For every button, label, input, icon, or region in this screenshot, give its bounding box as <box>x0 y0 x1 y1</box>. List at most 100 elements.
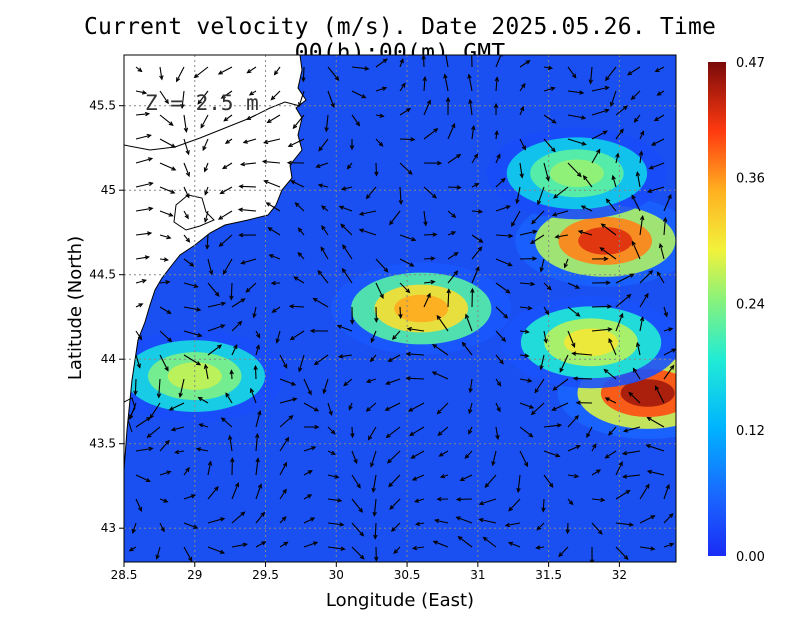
velocity-arrow <box>578 230 593 236</box>
velocity-arrow-head <box>464 454 470 460</box>
velocity-arrow-head <box>527 378 533 383</box>
velocity-arrow <box>264 180 281 188</box>
velocity-arrow-head <box>176 77 181 83</box>
velocity-arrow <box>615 522 633 526</box>
velocity-arrow <box>351 426 354 438</box>
velocity-arrow <box>423 100 431 116</box>
velocity-arrow-head <box>336 324 342 329</box>
velocity-arrow <box>239 185 257 188</box>
velocity-arrow <box>435 519 449 524</box>
velocity-arrow-head <box>437 160 443 166</box>
velocity-arrow-head <box>411 237 417 242</box>
velocity-arrow <box>615 129 624 140</box>
velocity-arrow <box>375 282 384 299</box>
velocity-arrow-head <box>338 205 344 210</box>
velocity-arrow <box>327 90 335 108</box>
velocity-arrow <box>471 154 478 164</box>
velocity-arrow <box>413 546 425 550</box>
velocity-arrow <box>159 162 176 171</box>
velocity-arrow <box>531 402 545 415</box>
velocity-arrow <box>534 378 545 393</box>
velocity-arrow-head <box>384 406 390 411</box>
velocity-arrow <box>351 522 364 537</box>
velocity-arrow-head <box>548 482 554 488</box>
velocity-arrow-head <box>607 327 613 332</box>
velocity-arrow <box>207 302 226 308</box>
velocity-arrow-head <box>505 289 511 294</box>
velocity-arrow <box>183 114 187 132</box>
velocity-arrow-head <box>525 60 531 65</box>
velocity-arrow <box>558 546 569 557</box>
velocity-arrow <box>222 162 233 169</box>
velocity-arrow <box>495 178 506 188</box>
velocity-arrow-head <box>367 435 373 441</box>
velocity-arrow-head <box>185 193 190 199</box>
velocity-arrow <box>519 60 530 68</box>
velocity-arrow <box>437 426 449 436</box>
velocity-arrow <box>423 233 437 236</box>
velocity-arrow-head <box>550 147 556 153</box>
velocity-arrow <box>202 138 209 151</box>
velocity-arrow <box>432 344 449 356</box>
velocity-arrow <box>610 90 617 107</box>
velocity-arrow <box>132 522 137 533</box>
velocity-arrow-head <box>426 99 431 105</box>
velocity-arrow <box>655 66 665 72</box>
velocity-arrow <box>436 315 449 332</box>
velocity-arrow-head <box>358 228 364 233</box>
velocity-arrow <box>639 270 653 284</box>
velocity-arrow-head <box>168 121 174 126</box>
velocity-arrow-head <box>310 517 316 522</box>
velocity-arrow-head <box>197 99 203 105</box>
velocity-arrow <box>207 546 225 554</box>
velocity-arrow <box>447 289 450 308</box>
velocity-arrow-head <box>496 381 502 387</box>
velocity-arrow <box>663 306 668 317</box>
velocity-arrow <box>423 257 435 260</box>
velocity-arrow <box>321 225 329 236</box>
velocity-arrow-head <box>166 470 172 475</box>
velocity-arrow <box>591 469 601 476</box>
velocity-arrow-head <box>668 327 674 332</box>
velocity-arrow <box>447 252 459 260</box>
velocity-arrow-head <box>574 284 581 289</box>
velocity-arrow-head <box>536 200 542 206</box>
velocity-arrow <box>468 74 473 92</box>
velocity-arrow <box>267 114 281 123</box>
velocity-arrow <box>484 474 497 488</box>
velocity-arrow <box>314 354 329 365</box>
velocity-arrow-head <box>559 367 564 373</box>
velocity-arrow-head <box>536 525 542 531</box>
velocity-arrow-head <box>165 279 171 285</box>
velocity-arrow <box>241 258 257 264</box>
velocity-arrow-head <box>604 108 610 114</box>
velocity-arrow-head <box>248 91 254 96</box>
velocity-arrow-head <box>437 431 443 436</box>
velocity-arrow-head <box>249 387 255 393</box>
velocity-arrow <box>543 330 547 343</box>
velocity-arrow-head <box>388 482 393 488</box>
velocity-arrow <box>135 157 153 164</box>
velocity-arrow-head <box>521 82 526 89</box>
velocity-arrow-head <box>409 262 415 267</box>
velocity-arrow <box>370 330 377 343</box>
velocity-arrow-head <box>451 213 457 219</box>
velocity-arrow <box>495 131 498 140</box>
velocity-arrow <box>543 66 552 69</box>
velocity-arrow <box>204 210 209 222</box>
velocity-arrow-head <box>137 335 143 341</box>
velocity-arrow <box>207 344 222 356</box>
velocity-arrow-head <box>343 381 349 387</box>
speed-contour <box>620 379 675 407</box>
velocity-arrow-head <box>350 319 355 325</box>
velocity-arrow <box>340 224 353 236</box>
velocity-arrow <box>366 378 377 383</box>
velocity-arrow <box>156 546 161 559</box>
velocity-arrow <box>375 87 387 92</box>
velocity-arrow <box>423 77 426 92</box>
velocity-arrow <box>204 162 209 172</box>
velocity-arrow <box>290 330 305 341</box>
velocity-arrow <box>567 445 580 452</box>
velocity-arrow-head <box>430 256 436 261</box>
